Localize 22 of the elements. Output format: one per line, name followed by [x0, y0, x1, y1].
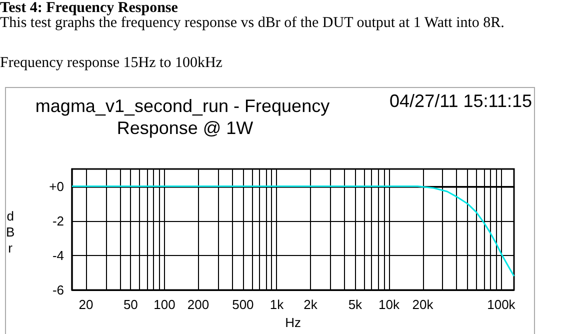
x-tick-label: 1k [270, 297, 284, 312]
text: Frequency response 15Hz to 100kHz [0, 55, 222, 72]
y-tick-label: -6 [52, 282, 64, 298]
x-tick-label: 100k [487, 297, 516, 312]
chart-subtitle: This test graphs the frequency response vs dBr of the DUT output at 1 Watt into 8R. [0, 15, 504, 32]
x-axis-title: Hz [285, 315, 301, 330]
x-tick-label: 200 [187, 297, 210, 312]
y-tick-label: +0 [49, 178, 64, 194]
x-tick-label: 20k [412, 297, 434, 312]
x-tick-label: 10k [378, 297, 400, 312]
y-axis-title: dBr [6, 208, 15, 256]
x-tick-label: 5k [348, 297, 363, 312]
x-tick-label: 50 [123, 297, 138, 312]
x-tick-label: 500 [232, 297, 254, 312]
x-tick-label: 100 [154, 297, 176, 312]
y-tick-label: -2 [52, 213, 64, 228]
y-tick-label: -4 [52, 248, 64, 263]
text: magma_v1_second_run - Frequency Response @ 1W [35, 96, 335, 138]
text: 04/27/11 15:11:15 [390, 91, 532, 111]
chart-title: Test 4: Frequency Response [0, 0, 178, 16]
x-tick-label: 20 [78, 297, 94, 312]
x-tick-label: 2k [304, 297, 318, 312]
